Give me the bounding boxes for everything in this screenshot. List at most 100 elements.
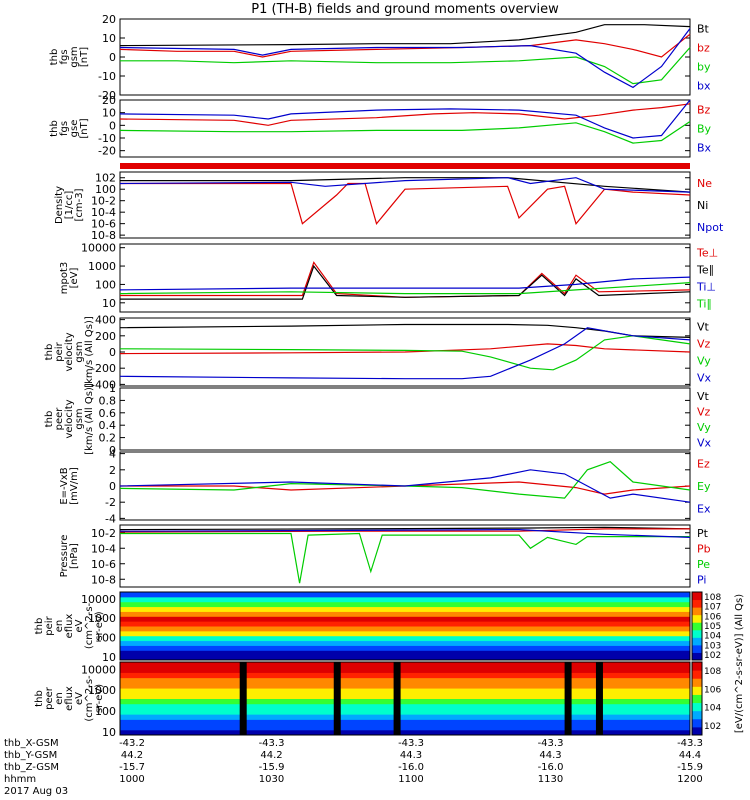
colorbar-label: [eV/(cm^2-s-sr-eV)] (All Qs) [734, 594, 745, 733]
y-tick-label: -20 [98, 145, 116, 158]
panel-ylabel: gsm [69, 46, 80, 67]
heatmap-band [120, 677, 690, 684]
y-tick-label: 10 [102, 726, 116, 739]
panel-ylabel: (cm^2-s- [84, 602, 95, 649]
y-tick-label: 10000 [81, 663, 116, 676]
legend-entry-Ti⊥: Ti⊥ [696, 281, 716, 294]
series-line-Vz [119, 343, 691, 355]
legend-entry-Ni: Ni [697, 199, 708, 212]
y-tick-label: 10-4 [91, 542, 116, 555]
heatmap-band [120, 626, 690, 632]
y-tick-label: 10-4 [91, 206, 116, 219]
y-tick-label: 1000 [88, 612, 116, 625]
y-tick-label: -10 [98, 132, 116, 145]
panel-ylabel: thb [44, 411, 55, 428]
heatmap-band [120, 703, 690, 710]
heatmap-band [120, 606, 690, 612]
colorbar-segment [692, 726, 702, 736]
data-gap [239, 662, 247, 735]
heatmap-band [120, 645, 690, 651]
panel-ylabel: [1/cc] [64, 191, 75, 220]
panel-ylabel: gse [69, 120, 80, 138]
series-line-Ti⊥ [119, 276, 691, 291]
panel-pressure: Pressure [nPa] 10-8 10-6 10-4 10-2 Pt Pb Pe Pi [59, 524, 711, 588]
panel-ylabel: mpot3 [59, 262, 70, 295]
y-tick-label: 20 [102, 13, 116, 26]
panel-ylabel: peer [54, 407, 65, 431]
ephemeris-value: 44.3 [539, 750, 561, 761]
legend-entry-Npot: Npot [697, 221, 724, 234]
panel-frame [119, 524, 691, 588]
colorbar-segment [692, 718, 702, 728]
panel-ylabel: (cm^2-s- [84, 675, 95, 722]
data-gap [333, 662, 341, 735]
panel-ylabel: fgs [59, 49, 70, 64]
state-bar [120, 163, 690, 169]
y-tick-label: 10-8 [91, 229, 116, 242]
series-line-Ni [120, 177, 691, 193]
panel-mpot: mpot3 [eV] 10 100 1000 10000 Te⊥ Te∥ Ti⊥ Ti∥ [59, 242, 718, 313]
series-line-Npot [119, 177, 691, 193]
panel-ylabel: [mV/m] [69, 467, 80, 505]
colorbar-segment [692, 686, 702, 695]
y-tick-label: 10-6 [91, 558, 116, 571]
colorbar-tick: 102 [704, 722, 721, 732]
ephemeris-value: -16.0 [398, 762, 424, 773]
panel-ylabel: peir [54, 341, 65, 361]
heatmap-band [120, 693, 690, 699]
y-tick-label: 102 [95, 172, 116, 185]
panel-ylabel: thb [49, 120, 60, 137]
ephemeris-label: hhmm [4, 774, 36, 785]
y-tick-label: 400 [95, 314, 116, 327]
legend-entry-Vx: Vx [697, 436, 712, 449]
panel-frame [119, 387, 691, 451]
series-line-Ti∥ [119, 282, 691, 295]
panel-frame [119, 171, 691, 239]
ephemeris-label: thb_Z-GSM [4, 762, 59, 773]
panel-ylabel: E=-VxB [59, 467, 70, 504]
heatmap-band [120, 640, 690, 646]
legend-entry-Pi: Pi [697, 573, 706, 586]
series-line-Vy [119, 335, 691, 371]
ephemeris-value: 1200 [677, 774, 702, 785]
colorbar-segment [692, 607, 702, 616]
y-tick-label: -4 [105, 512, 116, 525]
y-tick-label: 10-2 [91, 195, 116, 208]
y-tick-label: 10000 [81, 593, 116, 606]
colorbar-tick: 102 [704, 651, 721, 661]
legend-entry-Te∥: Te∥ [696, 264, 714, 277]
panel-ylabel: [nT] [79, 118, 90, 138]
series-line-by [120, 47, 691, 85]
plot-date: 2017 Aug 03 [4, 786, 68, 797]
series-line-Pe [120, 532, 690, 584]
data-gap [595, 662, 603, 735]
colorbar-tick: 104 [704, 632, 721, 642]
panel-ylabel: thb [34, 618, 45, 635]
panel-peir_velocity: thb peir velocity gsm [km/s (All Qs)]-400 -20… [44, 314, 712, 392]
ephemeris-value: 1100 [398, 774, 423, 785]
legend-entry-Vz: Vz [697, 338, 711, 351]
y-tick-label: 0.2 [99, 432, 117, 445]
panel-ylabel: thb [34, 690, 45, 707]
colorbar-segment [692, 599, 702, 608]
y-tick-label: 10 [102, 297, 116, 310]
heatmap-band [120, 650, 690, 656]
panel-ylabel: eflux [64, 686, 75, 711]
panel-peir_eflux: thb peir en eflux eV (cm^2-s-sr-eV)1010010001… [34, 591, 745, 733]
colorbar-tick: 108 [704, 667, 721, 677]
heatmap-band [120, 592, 690, 598]
legend-entry-Pt: Pt [697, 527, 709, 540]
ephemeris-value: -15.9 [677, 762, 703, 773]
y-tick-label: 1000 [88, 260, 116, 273]
legend-entry-bz: bz [697, 42, 710, 55]
legend-entry-bx: bx [697, 80, 711, 93]
heatmap-band [120, 655, 690, 661]
panel-ylabel: thb [49, 49, 60, 66]
colorbar-frame [691, 591, 703, 661]
ephemeris-value: 44.2 [260, 750, 282, 761]
panel-ylabel: peer [44, 686, 55, 710]
panel-ylabel: [km/s (All Qs)] [84, 383, 95, 455]
ephemeris-value: -43.3 [398, 738, 424, 749]
y-tick-label: 4 [109, 448, 116, 461]
data-gap [393, 662, 401, 735]
